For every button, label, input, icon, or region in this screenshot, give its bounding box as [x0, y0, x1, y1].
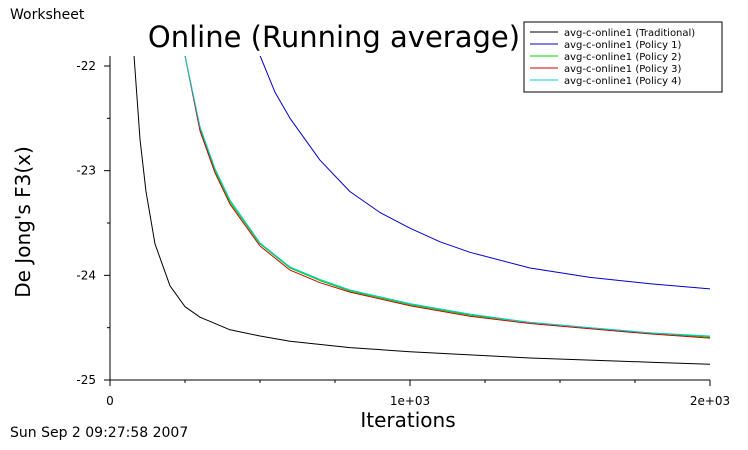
- window-label: Worksheet: [10, 7, 85, 23]
- axes: 0 1e+03 2e+03 -22 -23 -24 -25: [76, 56, 730, 408]
- legend-label-0: avg-c-online1 (Traditional): [564, 28, 695, 39]
- y-tick-label: -22: [76, 59, 96, 73]
- timestamp-label: Sun Sep 2 09:27:58 2007: [10, 425, 188, 441]
- y-tick-label: -25: [76, 373, 96, 387]
- series-lines: [133, 56, 710, 365]
- legend-label-4: avg-c-online1 (Policy 4): [564, 76, 682, 87]
- legend: avg-c-online1 (Traditional)avg-c-online1…: [523, 21, 723, 93]
- y-tick-label: -24: [76, 268, 96, 282]
- y-axis-label: De Jong's F3(x): [11, 146, 35, 298]
- legend-label-1: avg-c-online1 (Policy 1): [564, 40, 682, 51]
- x-axis-label: Iterations: [360, 408, 455, 432]
- legend-label-2: avg-c-online1 (Policy 2): [564, 52, 682, 63]
- series-line-3: [184, 56, 710, 339]
- chart-title: Online (Running average): [148, 20, 520, 54]
- x-tick-label: 0: [106, 394, 114, 408]
- x-tick-label: 2e+03: [690, 394, 730, 408]
- y-tick-label: -23: [76, 164, 96, 178]
- series-line-0: [133, 56, 710, 365]
- series-line-2: [184, 56, 710, 338]
- series-line-4: [184, 56, 710, 337]
- x-tick-label: 1e+03: [390, 394, 430, 408]
- series-line-1: [259, 56, 710, 290]
- legend-label-3: avg-c-online1 (Policy 3): [564, 64, 682, 75]
